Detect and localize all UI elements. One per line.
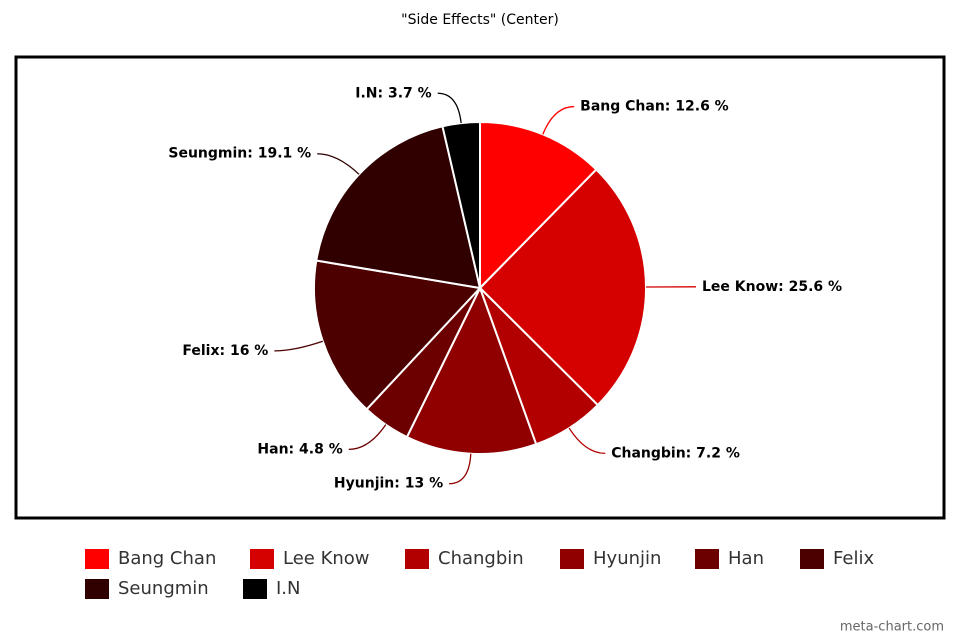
data-label: Seungmin: 19.1 % — [168, 146, 311, 162]
data-label: Lee Know: 25.6 % — [702, 279, 842, 295]
legend-swatch — [85, 549, 109, 569]
legend-label: Felix — [833, 548, 874, 569]
leader-line — [317, 153, 360, 175]
legend-label: Han — [728, 548, 764, 569]
leader-line — [568, 427, 606, 455]
legend-swatch — [560, 549, 584, 569]
pie-slice — [405, 285, 538, 455]
data-label: Han: 4.8 % — [257, 441, 342, 457]
data-label: Hyunjin: 13 % — [334, 476, 443, 492]
legend-label: I.N — [276, 578, 301, 599]
leader-line — [348, 424, 387, 451]
legend-swatch — [695, 549, 719, 569]
pie-slice — [478, 168, 647, 407]
legend-label: Lee Know — [283, 548, 370, 569]
data-label: I.N: 3.7 % — [355, 85, 431, 101]
legend-swatch — [243, 579, 267, 599]
legend-label: Changbin — [438, 548, 524, 569]
leader-line — [542, 105, 575, 135]
leader-line — [437, 92, 462, 124]
legend-swatch — [800, 549, 824, 569]
data-label: Bang Chan: 12.6 % — [580, 99, 729, 115]
legend-swatch — [405, 549, 429, 569]
pie-slice — [479, 120, 598, 291]
legend-label: Seungmin — [118, 578, 209, 599]
pie-slice — [313, 259, 483, 411]
legend-label: Bang Chan — [118, 548, 216, 569]
pie-slice — [315, 125, 482, 290]
data-label: Felix: 16 % — [182, 343, 268, 359]
leader-line — [274, 340, 323, 352]
legend-swatch — [250, 549, 274, 569]
leader-line — [449, 453, 472, 485]
watermark: meta-chart.com — [840, 620, 944, 635]
legend-label: Hyunjin — [593, 548, 661, 569]
data-label: Changbin: 7.2 % — [611, 445, 740, 461]
chart-title: "Side Effects" (Center) — [401, 12, 559, 28]
legend-swatch — [85, 579, 109, 599]
